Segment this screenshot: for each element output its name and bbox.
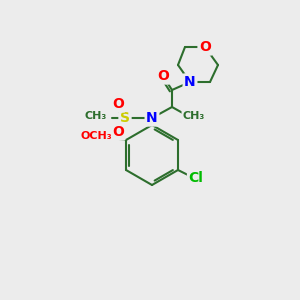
Text: O: O	[199, 40, 211, 54]
Text: O: O	[112, 125, 124, 139]
Text: O: O	[112, 97, 124, 111]
Text: O: O	[157, 69, 169, 83]
Text: Cl: Cl	[188, 171, 203, 185]
Text: OCH₃: OCH₃	[80, 131, 112, 141]
Text: N: N	[146, 111, 158, 125]
Text: N: N	[184, 75, 196, 89]
Text: CH₃: CH₃	[183, 111, 205, 121]
Text: S: S	[120, 111, 130, 125]
Text: CH₃: CH₃	[85, 111, 107, 121]
